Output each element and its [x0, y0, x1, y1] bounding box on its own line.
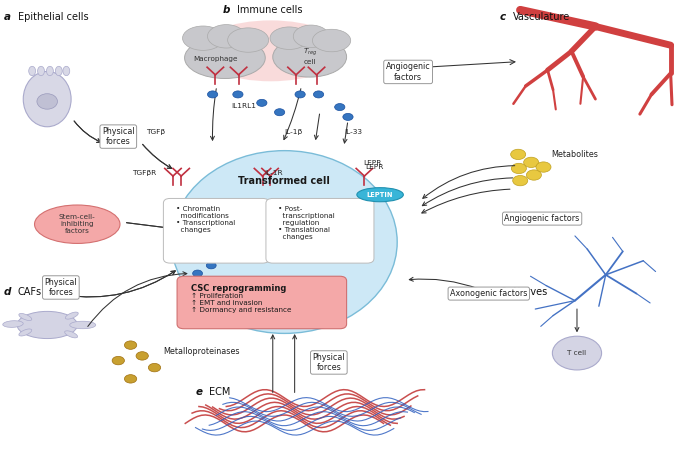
Text: LEPTIN: LEPTIN [367, 192, 393, 198]
Circle shape [511, 163, 526, 173]
Circle shape [192, 270, 203, 277]
Circle shape [342, 113, 353, 120]
Ellipse shape [19, 313, 32, 321]
Text: f: f [500, 287, 504, 297]
Text: Transformed cell: Transformed cell [238, 176, 330, 186]
Ellipse shape [273, 37, 347, 77]
Ellipse shape [55, 66, 62, 76]
Text: Axonogenic factors: Axonogenic factors [450, 289, 527, 298]
Ellipse shape [29, 66, 36, 76]
Text: ↑ Proliferation
↑ EMT and invasion
↑ Dormancy and resistance: ↑ Proliferation ↑ EMT and invasion ↑ Dor… [190, 293, 291, 313]
Ellipse shape [227, 28, 269, 52]
Text: Physical
forces: Physical forces [312, 353, 345, 372]
Text: a: a [4, 12, 11, 23]
Text: Vasculature: Vasculature [513, 12, 571, 23]
Text: ECM: ECM [209, 387, 231, 397]
Text: Epithelial cells: Epithelial cells [18, 12, 88, 23]
Circle shape [125, 341, 137, 349]
Circle shape [136, 352, 149, 360]
Ellipse shape [312, 29, 351, 52]
Text: $T_{reg}$
cell: $T_{reg}$ cell [303, 47, 318, 65]
Ellipse shape [208, 24, 245, 48]
Circle shape [208, 91, 218, 98]
Text: Angiogenic
factors: Angiogenic factors [386, 62, 430, 82]
Circle shape [221, 254, 232, 261]
Circle shape [149, 363, 161, 372]
Text: • Post-
  transcriptional
  regulation
• Translational
  changes: • Post- transcriptional regulation • Tra… [278, 206, 335, 240]
Ellipse shape [184, 37, 265, 78]
Text: Angiogenic factors: Angiogenic factors [504, 214, 580, 223]
Text: TGFβR: TGFβR [132, 170, 157, 176]
Text: LEPR: LEPR [363, 160, 382, 165]
Ellipse shape [172, 151, 397, 333]
Text: IL1RL1: IL1RL1 [231, 103, 256, 109]
Text: IL-1R: IL-1R [264, 170, 282, 176]
Text: TGFβ: TGFβ [146, 129, 165, 135]
Circle shape [295, 91, 306, 98]
FancyBboxPatch shape [266, 198, 374, 263]
Text: IL-33: IL-33 [344, 129, 362, 135]
Circle shape [523, 157, 538, 167]
Text: Macrophage: Macrophage [193, 56, 238, 62]
Circle shape [275, 109, 285, 116]
Text: Stem-cell-
inhibiting
factors: Stem-cell- inhibiting factors [59, 214, 96, 234]
Ellipse shape [197, 20, 344, 81]
Text: c: c [500, 12, 506, 23]
Ellipse shape [19, 329, 32, 336]
FancyBboxPatch shape [164, 198, 269, 263]
Text: Nerves: Nerves [513, 287, 547, 297]
Ellipse shape [34, 205, 120, 243]
Circle shape [112, 356, 125, 365]
Circle shape [206, 262, 216, 269]
Circle shape [511, 149, 525, 159]
Ellipse shape [357, 188, 403, 202]
Ellipse shape [293, 25, 329, 47]
Circle shape [552, 336, 601, 370]
Ellipse shape [38, 66, 45, 76]
Circle shape [536, 162, 551, 172]
Text: e: e [195, 387, 203, 397]
Ellipse shape [3, 321, 23, 328]
Ellipse shape [17, 312, 77, 338]
Text: Metabolites: Metabolites [551, 150, 598, 159]
Text: Physical
forces: Physical forces [45, 278, 77, 297]
Circle shape [526, 170, 541, 180]
Ellipse shape [182, 26, 223, 50]
Ellipse shape [23, 71, 71, 127]
Ellipse shape [64, 331, 77, 338]
Ellipse shape [257, 202, 325, 240]
Ellipse shape [37, 94, 58, 109]
Circle shape [314, 91, 324, 98]
Text: Immune cells: Immune cells [236, 5, 302, 16]
Circle shape [233, 91, 243, 98]
Circle shape [512, 175, 527, 186]
Ellipse shape [70, 321, 96, 329]
Text: d: d [4, 287, 12, 297]
Ellipse shape [270, 27, 308, 49]
Text: b: b [223, 5, 230, 16]
Text: LEPR: LEPR [365, 164, 384, 170]
Circle shape [335, 103, 345, 110]
Text: Physical
forces: Physical forces [102, 127, 134, 146]
Text: • Chromatin
  modifications
• Transcriptional
  changes: • Chromatin modifications • Transcriptio… [175, 206, 235, 233]
Ellipse shape [47, 66, 53, 76]
Ellipse shape [63, 66, 70, 76]
FancyBboxPatch shape [177, 276, 347, 329]
Text: CAFs: CAFs [18, 287, 42, 297]
Circle shape [125, 375, 137, 383]
Text: CSC reprogramming: CSC reprogramming [190, 284, 286, 293]
Ellipse shape [65, 312, 78, 319]
Text: Metalloproteinases: Metalloproteinases [164, 347, 240, 356]
Text: IL-1β: IL-1β [284, 129, 303, 135]
Circle shape [257, 99, 267, 106]
Text: T cell: T cell [567, 350, 586, 356]
